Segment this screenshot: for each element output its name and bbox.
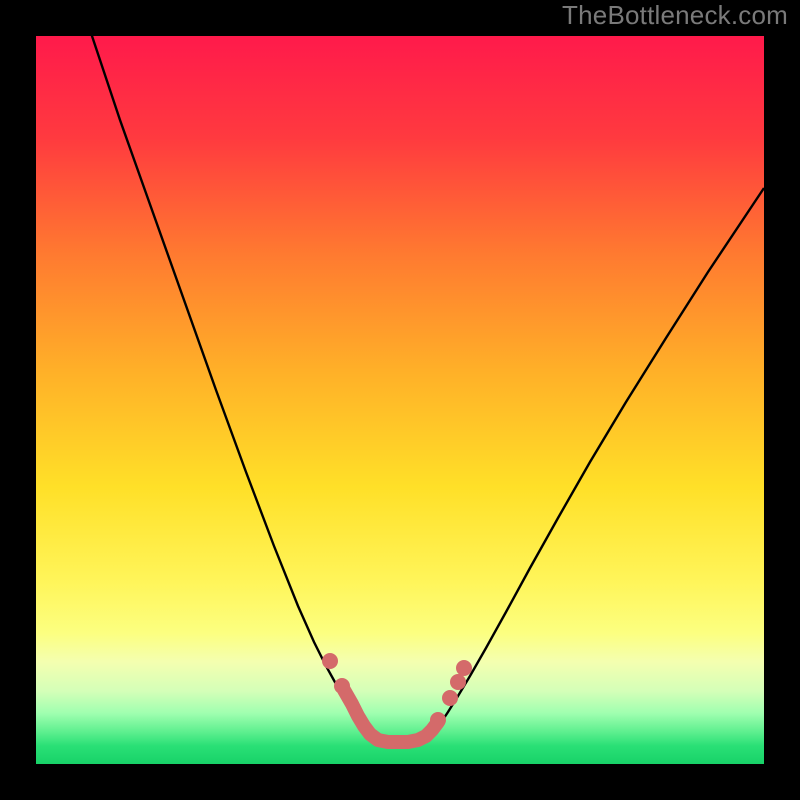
curve-right — [434, 188, 764, 733]
marker-dot — [322, 653, 338, 669]
marker-dot — [450, 674, 466, 690]
bottom-dots — [322, 653, 472, 728]
marker-dot — [442, 690, 458, 706]
marker-dot — [334, 678, 350, 694]
marker-dot — [456, 660, 472, 676]
watermark-label: TheBottleneck.com — [562, 0, 788, 31]
chart-stage: TheBottleneck.com — [0, 0, 800, 800]
curve-left — [88, 24, 369, 733]
bottom-segment — [344, 690, 438, 742]
curves-svg — [0, 0, 800, 800]
marker-dot — [430, 712, 446, 728]
